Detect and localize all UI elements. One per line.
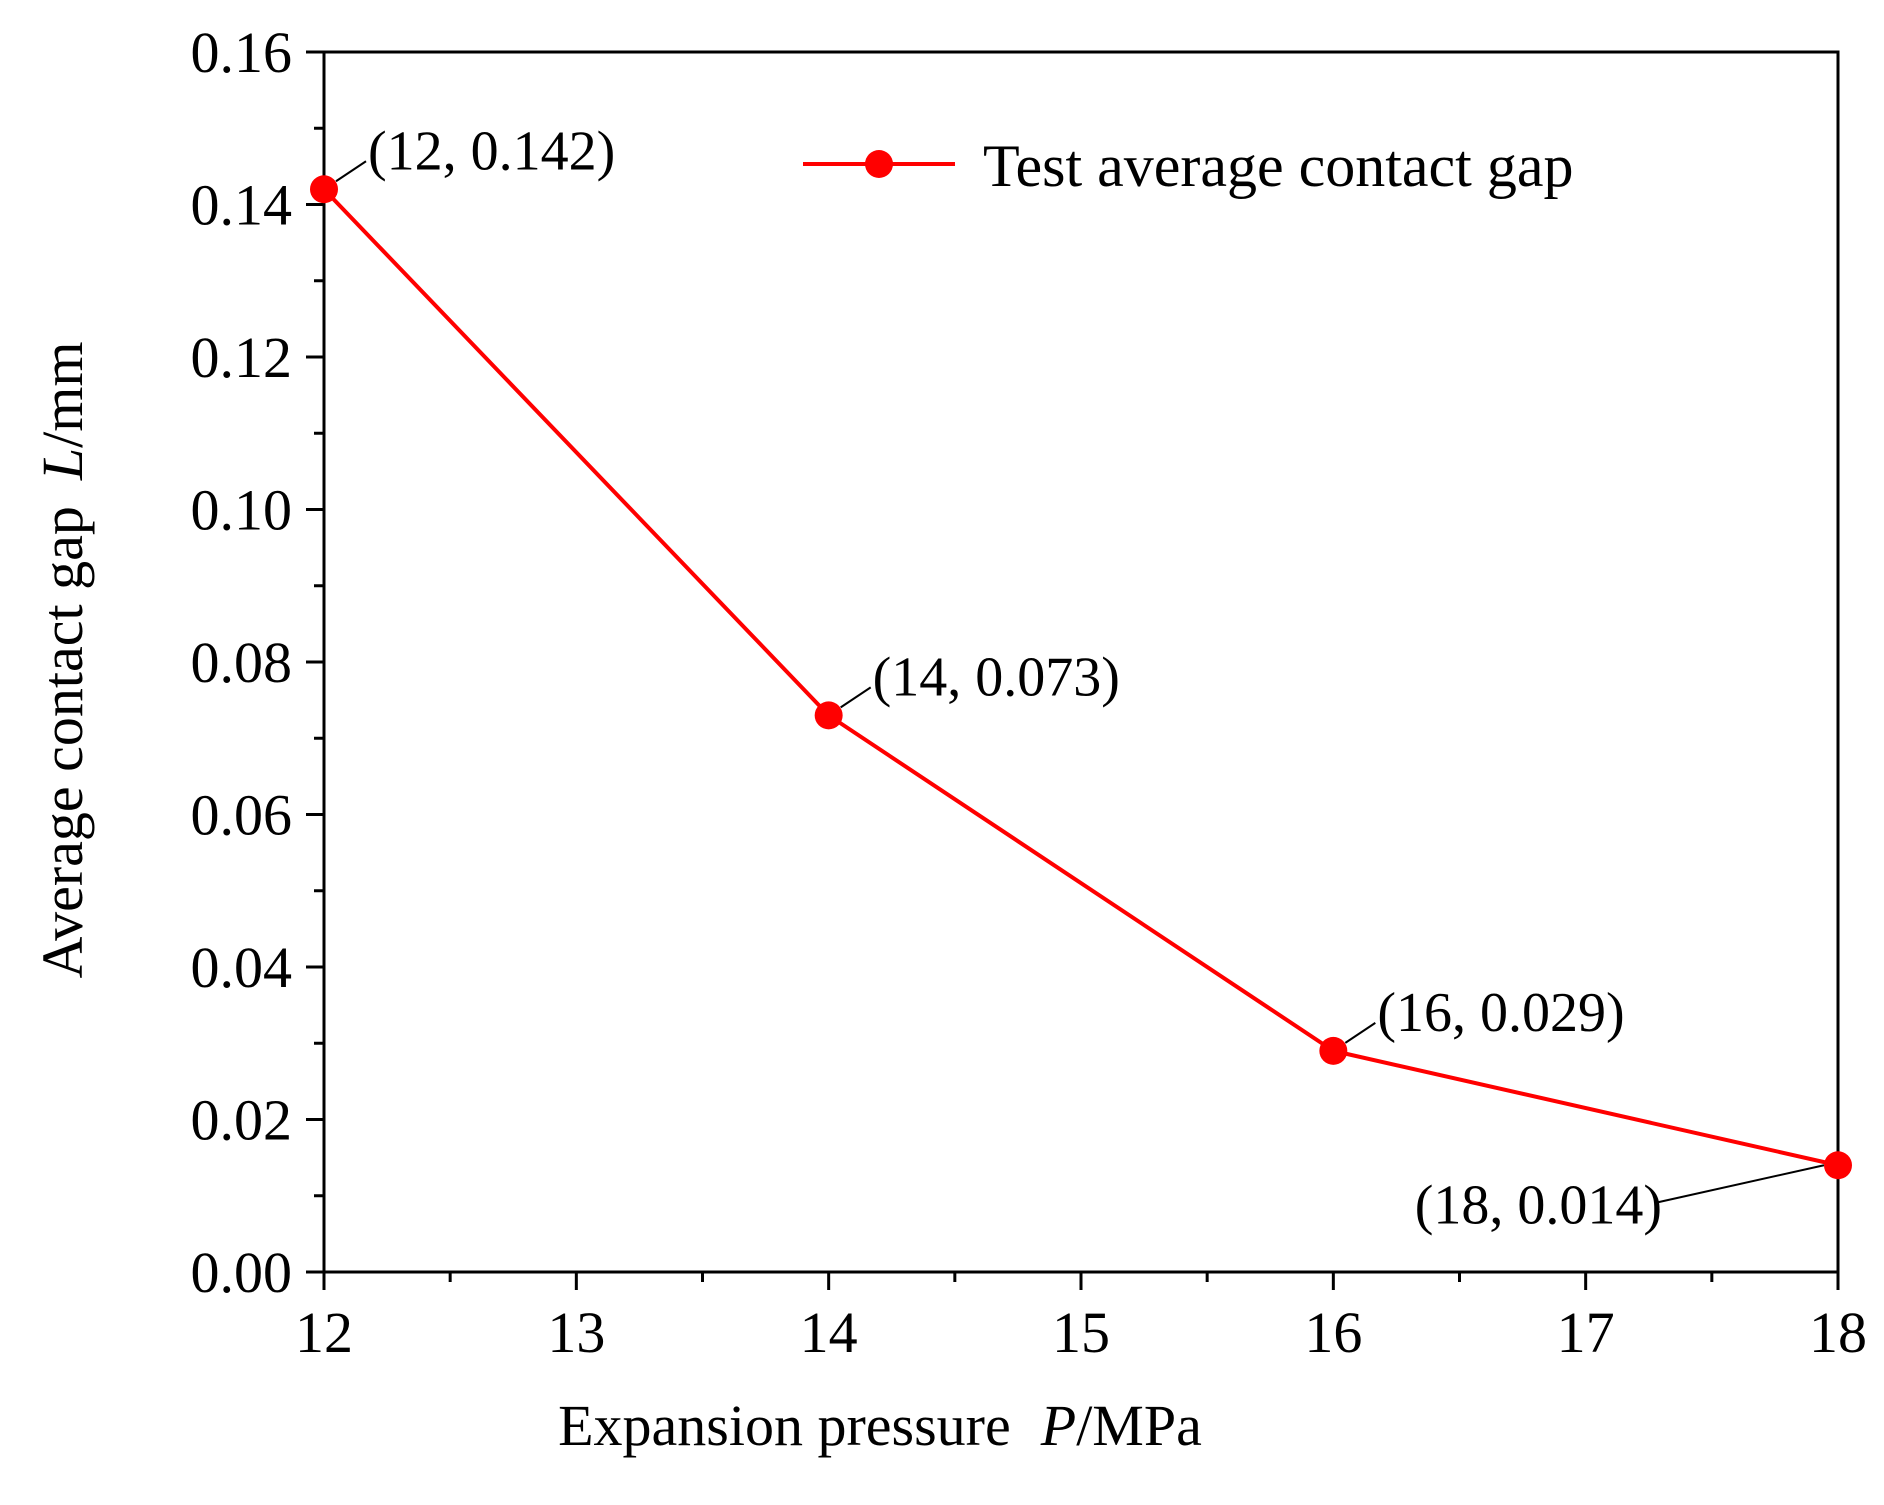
- y-tick-label: 0.00: [191, 1240, 293, 1305]
- x-tick-label: 17: [1557, 1300, 1615, 1365]
- minor-ticks: [314, 126, 1714, 1282]
- legend: Test average contact gap: [803, 133, 1573, 199]
- y-tick-label: 0.12: [191, 325, 293, 390]
- annotation-leader-line: [840, 686, 872, 709]
- x-tick-label: 16: [1304, 1300, 1362, 1365]
- annotation-leaders: [335, 160, 1825, 1204]
- x-tick-label: 14: [800, 1300, 858, 1365]
- y-tick-label: 0.16: [191, 20, 293, 85]
- x-axis-title-variable: P: [1040, 1393, 1076, 1458]
- legend-label: Test average contact gap: [983, 133, 1573, 199]
- y-tick-label: 0.02: [191, 1088, 293, 1153]
- data-point-annotation: (14, 0.073): [873, 646, 1120, 708]
- y-axis-title-variable: L: [30, 448, 95, 481]
- data-point-marker: [814, 701, 843, 730]
- annotation-leader-line: [1657, 1164, 1825, 1204]
- y-axis-title-prefix: Average contact gap: [30, 506, 95, 978]
- x-axis-title-prefix: Expansion pressure: [558, 1393, 1011, 1458]
- y-tick-label: 0.14: [191, 173, 293, 238]
- x-tick-label: 12: [295, 1300, 353, 1365]
- data-point-marker: [1319, 1036, 1348, 1065]
- y-tick-label: 0.08: [191, 630, 293, 695]
- annotation-leader-line: [335, 160, 367, 183]
- series-line: [322, 187, 1839, 1168]
- annotation-leader-line: [1344, 1022, 1376, 1044]
- data-point-marker: [310, 175, 338, 204]
- y-axis-title-unit: /mm: [30, 342, 95, 448]
- data-point-annotation: (18, 0.014): [1415, 1174, 1662, 1236]
- data-point-annotation: (16, 0.029): [1377, 982, 1624, 1044]
- data-point-annotation: (12, 0.142): [368, 120, 615, 182]
- legend-marker-swatch: [865, 150, 893, 178]
- x-axis-title: Expansion pressure P/MPa: [558, 1393, 1202, 1458]
- x-axis-title-unit: /MPa: [1076, 1393, 1202, 1458]
- x-tick-label: 13: [547, 1300, 605, 1365]
- data-point-marker: [1824, 1151, 1852, 1180]
- x-tick-labels: 12 13 14 15 16 17 18: [295, 1300, 1867, 1365]
- y-tick-labels: 0.00 0.02 0.04 0.06 0.08 0.10 0.12 0.14 0.16: [191, 20, 293, 1305]
- y-axis-title: Average contact gap L/mm: [30, 342, 95, 979]
- y-tick-label: 0.10: [191, 478, 293, 543]
- major-ticks: [306, 50, 1840, 1290]
- x-tick-label: 15: [1052, 1300, 1110, 1365]
- annotation-labels: (12, 0.142) (14, 0.073) (16, 0.029) (18, 0.…: [368, 120, 1662, 1236]
- y-tick-label: 0.06: [191, 783, 293, 848]
- x-tick-label: 18: [1809, 1300, 1867, 1365]
- series-layer: [310, 175, 1852, 1180]
- y-tick-label: 0.04: [191, 935, 293, 1000]
- plot-frame: [322, 50, 1840, 1274]
